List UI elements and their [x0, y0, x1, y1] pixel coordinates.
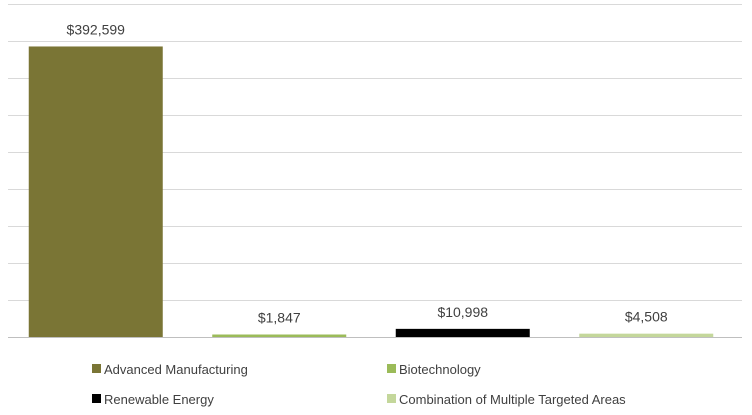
legend-swatch	[92, 394, 101, 403]
data-label-4: $4,508	[625, 309, 668, 325]
legend-label: Renewable Energy	[104, 392, 214, 407]
bar-1	[28, 46, 163, 337]
data-label-3: $10,998	[437, 304, 488, 320]
data-label-1: $392,599	[67, 21, 126, 37]
legend-swatch	[387, 364, 396, 373]
bars	[28, 46, 714, 337]
legend-label: Biotechnology	[399, 362, 481, 377]
bar-2	[212, 334, 347, 337]
legend-item-4: Combination of Multiple Targeted Areas	[387, 392, 626, 407]
legend-swatch	[387, 394, 396, 403]
legend-swatch	[92, 364, 101, 373]
bar-3	[395, 328, 530, 337]
legend-label: Advanced Manufacturing	[104, 362, 248, 377]
legend-item-1: Advanced Manufacturing	[92, 362, 248, 377]
data-labels: $392,599 $1,847 $10,998 $4,508	[67, 21, 668, 325]
legend-label: Combination of Multiple Targeted Areas	[399, 392, 626, 407]
data-label-2: $1,847	[258, 310, 301, 326]
legend-item-3: Renewable Energy	[92, 392, 214, 407]
bar-4	[579, 333, 714, 337]
legend: Advanced Manufacturing Biotechnology Renew…	[92, 362, 626, 407]
legend-item-2: Biotechnology	[387, 362, 481, 377]
